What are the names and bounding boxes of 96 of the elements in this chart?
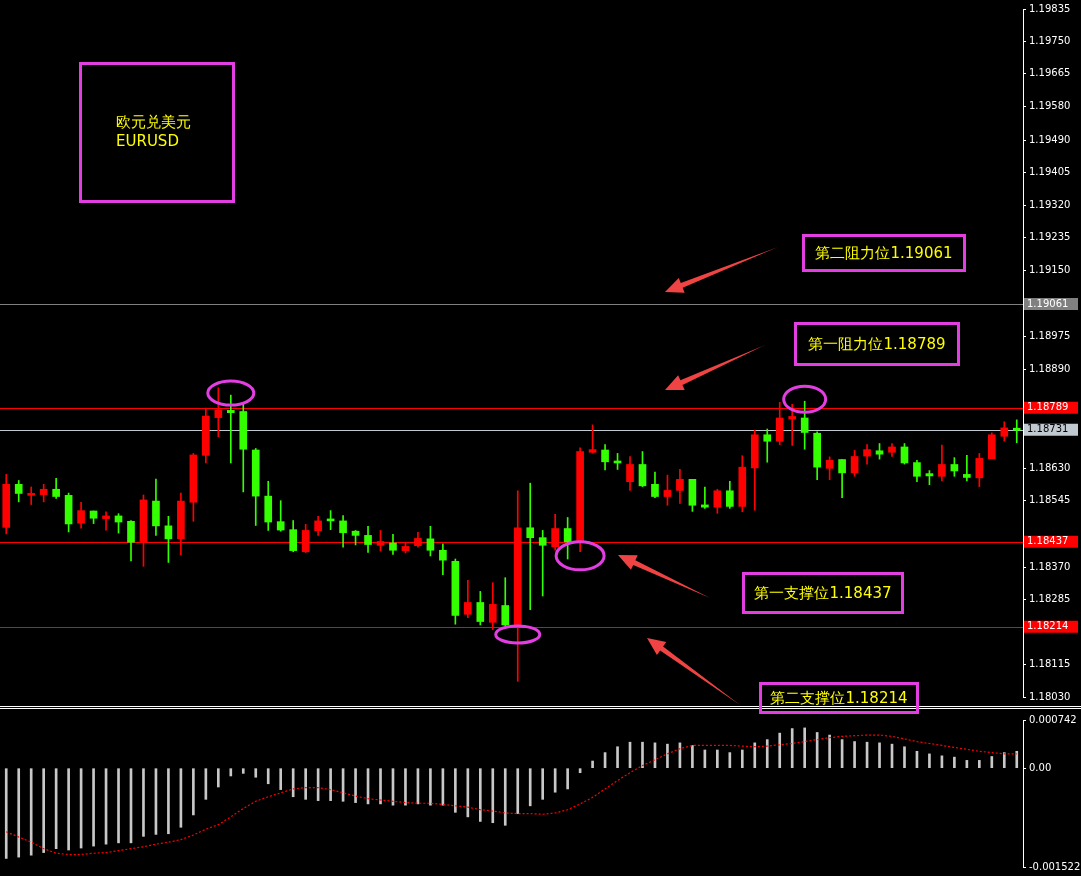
candlestick [538, 530, 547, 597]
bar [429, 768, 432, 806]
bar [778, 732, 782, 769]
y-tick-label: 1.19750 [1029, 34, 1071, 46]
candlestick [27, 486, 36, 505]
y-tick-label: 1.19490 [1029, 134, 1071, 146]
y-tick-label: 1.18975 [1029, 330, 1071, 342]
ref-line-label: 1.18437 [1027, 535, 1069, 547]
line-series [5, 734, 1018, 856]
bar [566, 768, 569, 790]
y-tick-label: 1.18030 [1029, 690, 1071, 702]
annotation: 第二支撑位1.18214 [759, 682, 919, 714]
bar [716, 749, 719, 769]
annotation: 第二阻力位1.19061 [802, 234, 966, 272]
y-tick-label: 0.000742 [1029, 713, 1077, 725]
y-tick-label: 1.19320 [1029, 198, 1071, 210]
y-tick-label: 1.19405 [1029, 166, 1071, 178]
bar [478, 768, 482, 822]
bar [29, 768, 33, 856]
text: EURUSD [116, 132, 180, 150]
bar [878, 742, 881, 769]
candlestick [963, 455, 971, 482]
y-tick-label: -0.001522 [1029, 860, 1081, 872]
bar [117, 768, 120, 844]
bar [304, 768, 307, 800]
y-tick-label: 1.19665 [1029, 67, 1071, 79]
bar [516, 768, 520, 814]
bar [379, 768, 382, 805]
y-tick-label: 0.00 [1029, 761, 1052, 773]
candlestick [226, 394, 235, 464]
bar [740, 749, 744, 769]
bar [928, 753, 931, 769]
candlestick [788, 403, 797, 446]
ref-line-label: 1.18789 [1027, 401, 1069, 413]
bar [216, 768, 220, 788]
bar [17, 768, 21, 858]
y-tick-label: 1.19580 [1029, 99, 1071, 111]
bar [404, 768, 407, 806]
bar [903, 746, 906, 769]
bar [192, 768, 195, 816]
bar [828, 734, 831, 769]
bar [1002, 752, 1006, 769]
candlestick [763, 428, 772, 463]
bar [990, 756, 994, 769]
bar [616, 746, 619, 769]
bar [1015, 750, 1019, 769]
y-tick-label: 1.18285 [1029, 593, 1071, 605]
y-tick-label: 1.18115 [1029, 658, 1071, 670]
candlestick [701, 486, 709, 509]
bar [803, 727, 807, 769]
text: 欧元兑美元 [116, 113, 192, 132]
bar [953, 756, 956, 769]
bar [241, 768, 245, 774]
bar [454, 768, 457, 813]
bar [291, 768, 295, 798]
y-tick-label: 1.18630 [1029, 461, 1071, 473]
candlestick [526, 482, 535, 611]
bar [266, 768, 270, 785]
annotation: 第一支撑位1.18437 [742, 572, 904, 614]
bar [491, 768, 495, 824]
bar [641, 741, 644, 769]
bar [329, 768, 332, 801]
bar [92, 768, 95, 847]
bar [978, 760, 981, 769]
ref-line-label: 1.18214 [1027, 620, 1069, 632]
bar [254, 768, 258, 778]
bar [67, 768, 70, 851]
bar [4, 768, 8, 859]
annotation: 第一阻力位1.18789 [794, 322, 960, 366]
y-tick-label: 1.19150 [1029, 263, 1071, 275]
ref-line-label: 1.18731 [1027, 423, 1069, 435]
bar [728, 752, 732, 769]
bar [765, 739, 769, 769]
bar [42, 768, 45, 853]
candlestick [1012, 419, 1021, 444]
ref-line-label: 1.19061 [1027, 297, 1069, 309]
bar [142, 768, 145, 837]
bar [229, 768, 233, 777]
y-tick-label: 1.19235 [1029, 231, 1071, 243]
bar [528, 768, 532, 807]
y-tick-label: 1.19835 [1029, 2, 1071, 14]
bar [541, 768, 545, 800]
y-tick-label: 1.18370 [1029, 561, 1071, 572]
bar [753, 742, 757, 769]
bar [591, 760, 594, 769]
y-tick-label: 1.18890 [1029, 362, 1071, 374]
bar [167, 768, 170, 835]
bar [354, 768, 357, 803]
bar [853, 741, 856, 769]
bar [691, 745, 694, 769]
bar [666, 743, 669, 769]
bar [503, 768, 507, 826]
candlestick [102, 511, 110, 531]
y-tick-label: 1.18545 [1029, 494, 1071, 506]
bar [790, 728, 794, 769]
bar [279, 768, 283, 790]
